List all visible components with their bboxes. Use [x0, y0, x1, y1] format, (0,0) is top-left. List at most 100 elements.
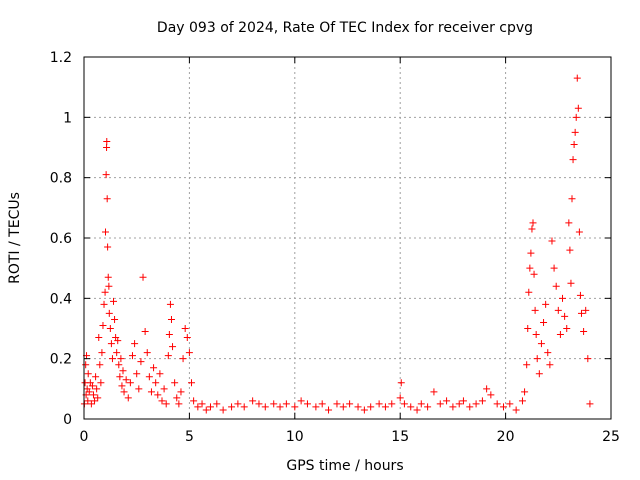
data-point — [531, 306, 539, 314]
data-point — [103, 195, 111, 203]
data-point — [575, 228, 583, 236]
data-point — [116, 373, 124, 381]
data-point — [567, 279, 575, 287]
data-point — [282, 400, 290, 408]
data-point — [99, 321, 107, 329]
data-point — [523, 361, 531, 369]
data-point — [162, 400, 170, 408]
data-point — [240, 403, 248, 411]
data-point — [128, 352, 136, 360]
data-point — [499, 403, 507, 411]
chart-title: Day 093 of 2024, Rate Of TEC Index for r… — [157, 20, 533, 36]
data-point — [102, 171, 110, 179]
data-point — [527, 249, 535, 257]
data-point — [550, 264, 558, 272]
data-point — [537, 340, 545, 348]
data-point — [396, 394, 404, 402]
data-point — [577, 309, 585, 317]
data-point — [152, 379, 160, 387]
x-tick-label: 5 — [185, 429, 194, 445]
x-axis-label: GPS time / hours — [286, 458, 403, 474]
data-point — [117, 355, 125, 363]
data-point — [156, 370, 164, 378]
data-point — [119, 367, 127, 375]
data-point — [228, 403, 236, 411]
data-point — [544, 349, 552, 357]
x-tick-label: 10 — [286, 429, 304, 445]
data-point — [276, 403, 284, 411]
data-point — [143, 349, 151, 357]
data-point — [139, 273, 147, 281]
data-point — [175, 400, 183, 408]
data-point — [202, 406, 210, 414]
data-point — [569, 156, 577, 164]
grid-lines — [84, 57, 611, 419]
data-point — [571, 128, 579, 136]
data-point — [582, 306, 590, 314]
data-point — [213, 400, 221, 408]
data-point — [561, 312, 569, 320]
y-axis-label: ROTI / TECUs — [7, 192, 23, 284]
data-point — [124, 394, 132, 402]
data-point — [542, 300, 550, 308]
data-point — [108, 355, 116, 363]
data-point — [120, 388, 128, 396]
data-point — [126, 379, 134, 387]
data-point — [297, 397, 305, 405]
data-point — [533, 355, 541, 363]
data-point — [270, 400, 278, 408]
data-point — [110, 297, 118, 305]
data-point — [548, 237, 556, 245]
data-point — [530, 270, 538, 278]
data-point — [249, 397, 257, 405]
data-point — [554, 306, 562, 314]
data-point — [487, 391, 495, 399]
data-point — [303, 400, 311, 408]
data-point — [255, 400, 263, 408]
data-point — [424, 403, 432, 411]
data-point — [111, 315, 119, 323]
data-point — [572, 113, 580, 121]
data-point — [179, 355, 187, 363]
data-point — [546, 361, 554, 369]
data-point — [524, 325, 532, 332]
data-point — [472, 400, 480, 408]
data-point — [114, 337, 122, 345]
data-point — [580, 328, 588, 336]
data-point — [167, 315, 175, 323]
data-point — [573, 74, 581, 82]
data-point — [407, 403, 415, 411]
data-point — [354, 403, 362, 411]
data-point — [388, 400, 396, 408]
data-point — [96, 361, 104, 369]
data-point — [570, 140, 578, 148]
data-point — [525, 288, 533, 296]
data-point — [459, 397, 467, 405]
data-point — [417, 400, 425, 408]
data-point — [113, 349, 121, 357]
data-point — [89, 391, 97, 399]
data-point — [185, 349, 193, 357]
data-point — [150, 364, 158, 372]
data-point — [183, 334, 191, 342]
data-point — [169, 343, 177, 351]
data-point — [92, 373, 100, 381]
y-tick-label: 0.4 — [50, 291, 72, 307]
data-point — [576, 291, 584, 299]
data-point — [318, 400, 326, 408]
data-point — [584, 355, 592, 363]
data-point — [455, 400, 463, 408]
data-point — [98, 349, 106, 357]
data-point — [483, 385, 491, 393]
x-tick-label: 20 — [497, 429, 515, 445]
data-point — [106, 325, 114, 332]
data-point — [219, 406, 227, 414]
data-point — [105, 282, 113, 290]
data-point — [552, 282, 560, 290]
data-point — [360, 406, 368, 414]
data-point — [133, 370, 141, 378]
data-point — [100, 300, 108, 308]
data-point — [206, 403, 214, 411]
data-point — [400, 400, 408, 408]
